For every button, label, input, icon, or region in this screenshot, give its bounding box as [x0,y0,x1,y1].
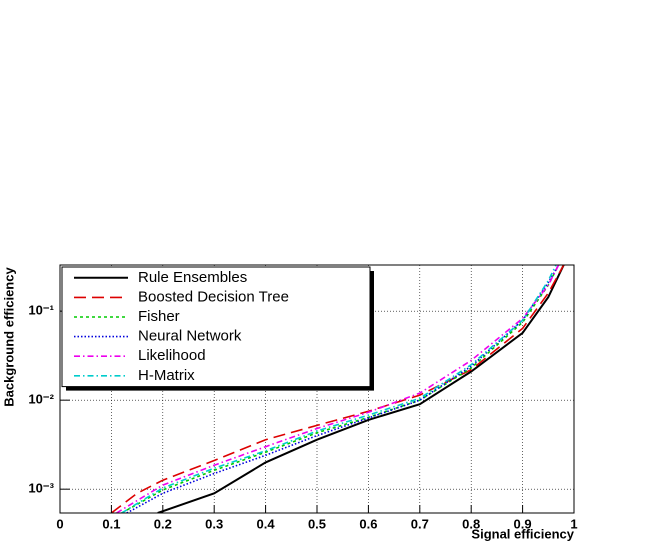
x-tick-label: 0 [56,516,63,531]
curve [126,265,560,513]
legend-label: Likelihood [138,347,206,364]
x-tick-label: 0.7 [411,516,429,531]
y-tick-label: 10⁻¹ [28,303,54,318]
x-tick-label: 0.2 [154,516,172,531]
x-tick-label: 0.3 [205,516,223,531]
legend-label: Fisher [138,308,180,325]
legend-label: H-Matrix [138,367,195,384]
y-tick-label: 10⁻² [28,392,54,407]
y-tick-label: 10⁻³ [28,481,54,496]
x-tick-label: 0.8 [462,516,480,531]
legend-label: Neural Network [138,328,242,345]
legend-box [61,266,371,388]
x-tick-label: 0.1 [102,516,120,531]
x-tick-label: 0.9 [514,516,532,531]
x-tick-label: 0.5 [308,516,326,531]
legend-label: Boosted Decision Tree [138,288,289,305]
legend-label: Rule Ensembles [138,269,247,286]
x-tick-label: 0.4 [257,516,276,531]
y-axis-label: Background efficiency [1,267,16,407]
curve [121,265,557,513]
curve [110,265,565,513]
x-tick-label: 0.6 [359,516,377,531]
curve [116,265,560,513]
x-axis-label: Signal efficiency [471,526,574,541]
x-tick-label: 1 [570,516,577,531]
curve [157,265,565,513]
